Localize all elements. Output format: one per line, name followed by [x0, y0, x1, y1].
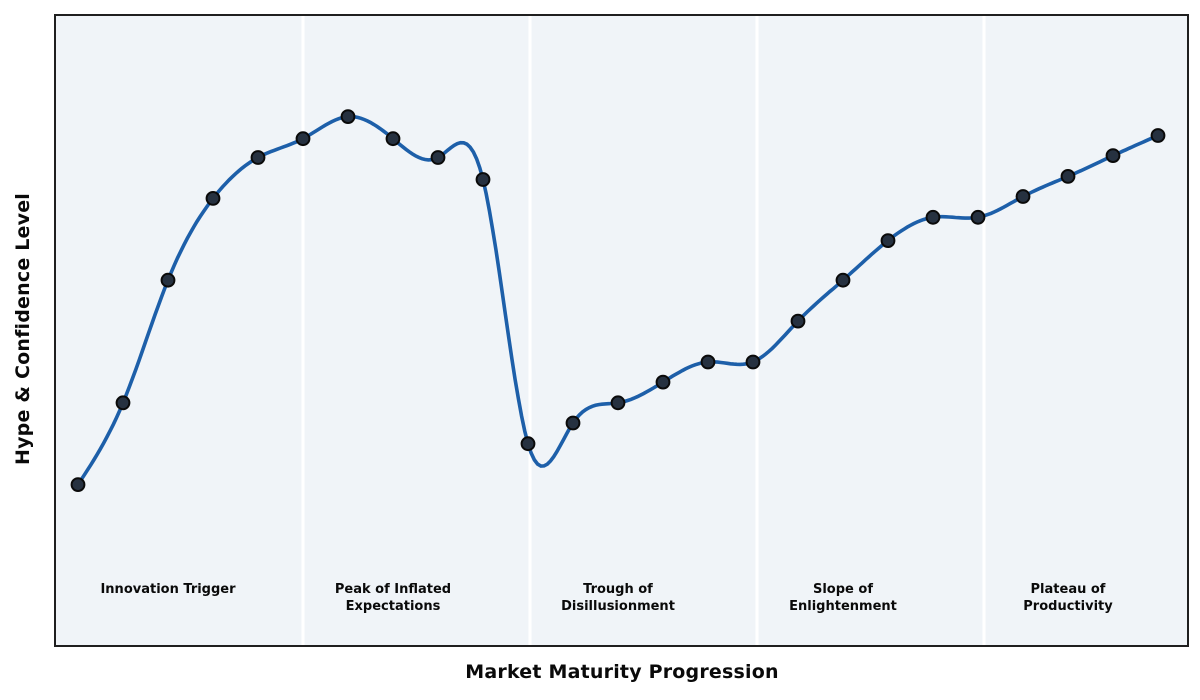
phase-label-line: Productivity: [1023, 599, 1113, 614]
data-point-marker: [475, 172, 491, 187]
plot-area: Innovation Trigger Peak of Inflated Expe…: [54, 14, 1189, 647]
data-point-marker: [295, 131, 311, 147]
phase-label-innovation-trigger: Innovation Trigger: [100, 581, 235, 598]
hype-curve-line: [76, 114, 1160, 487]
phase-label-line: Expectations: [345, 599, 441, 614]
phase-label-line: Plateau of: [1030, 582, 1106, 597]
data-point-marker: [1150, 128, 1166, 143]
phase-label-line: Innovation Trigger: [100, 582, 236, 597]
data-point-marker: [340, 109, 356, 124]
data-point-marker: [970, 209, 986, 225]
data-point-marker: [565, 415, 581, 431]
data-point-marker: [1105, 148, 1121, 164]
phase-label-line: Slope of: [812, 582, 873, 597]
phase-label-peak-of-inflated-expectations: Peak of Inflated Expectations: [335, 581, 451, 615]
data-point-marker: [880, 233, 896, 249]
phase-label-line: Disillusionment: [561, 599, 675, 614]
phase-label-trough-of-disillusionment: Trough of Disillusionment: [561, 581, 675, 615]
data-point-marker: [520, 436, 536, 452]
data-point-marker: [115, 395, 131, 411]
data-point-marker: [430, 150, 446, 165]
data-point-marker: [1015, 189, 1031, 204]
data-point-marker: [250, 150, 266, 165]
data-point-marker: [835, 272, 851, 288]
data-point-marker: [790, 313, 806, 329]
data-point-marker: [745, 354, 761, 370]
phase-label-line: Peak of Inflated: [334, 582, 452, 597]
hype-curve-chart: [70, 16, 1166, 645]
data-point-marker: [1060, 169, 1076, 184]
phase-label-line: Trough of: [583, 582, 653, 597]
data-point-marker: [70, 477, 86, 493]
data-point-marker: [160, 272, 176, 288]
phase-label-line: Enlightenment: [789, 599, 897, 614]
data-point-marker: [385, 131, 401, 147]
data-point-marker: [610, 395, 626, 411]
data-point-marker: [925, 209, 941, 225]
data-point-marker: [700, 354, 716, 370]
y-axis-label: Hype & Confidence Level: [12, 192, 34, 466]
data-point-marker: [205, 191, 221, 206]
phase-label-plateau-of-productivity: Plateau of Productivity: [1023, 581, 1112, 615]
data-point-marker: [655, 374, 671, 390]
x-axis-label: Market Maturity Progression: [465, 661, 779, 683]
phase-label-slope-of-enlightenment: Slope of Enlightenment: [789, 581, 897, 615]
